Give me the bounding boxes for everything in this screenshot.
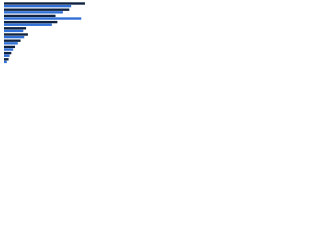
page: (() => { const data = JSON.parse(documen… <box>0 0 320 71</box>
bar <box>4 58 9 61</box>
bar <box>4 4 72 8</box>
bar <box>4 33 28 36</box>
bar <box>4 27 27 30</box>
bar <box>4 42 18 45</box>
bar <box>4 2 85 5</box>
bar <box>4 51 12 55</box>
bar <box>4 20 58 24</box>
bar <box>4 39 21 42</box>
bar <box>4 11 63 14</box>
bar <box>4 48 14 51</box>
chart <box>4 2 85 64</box>
bar <box>4 54 10 57</box>
bar <box>4 45 16 49</box>
bar <box>4 29 24 33</box>
bar <box>4 14 56 18</box>
bar <box>4 8 70 11</box>
bar <box>4 35 25 39</box>
bar <box>4 60 7 64</box>
bar <box>4 23 52 26</box>
bar <box>4 17 82 20</box>
